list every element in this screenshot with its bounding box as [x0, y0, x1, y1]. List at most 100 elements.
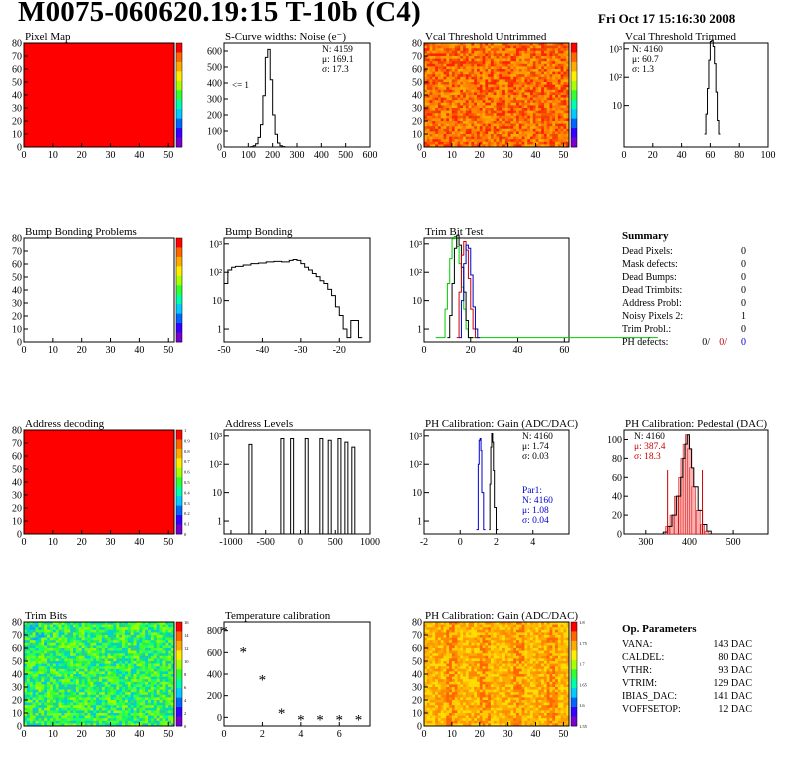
vcal-untrimmed-cell — [518, 113, 522, 117]
vcal-untrimmed-cell — [435, 123, 439, 127]
vcal-untrimmed-cell — [488, 110, 492, 114]
trim-bits-cell — [99, 697, 103, 701]
trim-bits-cell — [41, 720, 45, 724]
trim-bits-cell — [70, 723, 74, 727]
trim-bits-cell — [148, 715, 152, 719]
trim-bits-cell — [26, 720, 31, 724]
vcal-untrimmed-cell — [518, 118, 522, 122]
ph-gain-map-cell — [446, 655, 450, 659]
vcal-untrimmed-cell — [482, 123, 486, 127]
vcal-untrimmed-cell — [529, 134, 534, 137]
vcal-untrimmed-cell — [479, 115, 483, 119]
ph-gain-map-cell — [440, 650, 444, 654]
trim-bits-cell — [90, 663, 94, 667]
vcal-untrimmed-cell — [513, 108, 517, 111]
vcal-untrimmed-cell — [465, 108, 469, 111]
ph-gain-map-cell — [476, 658, 481, 662]
trim-bits-cell — [150, 687, 155, 690]
vcal-untrimmed-cell — [465, 71, 469, 75]
vcal-untrimmed-cell — [446, 53, 450, 57]
trim-bits-cell — [122, 702, 126, 706]
vcal-untrimmed-cell — [449, 84, 453, 88]
vcal-untrimmed-cell — [474, 126, 478, 130]
vcal-untrimmed-cell — [457, 74, 461, 78]
vcal-untrimmed-cell — [560, 45, 564, 49]
vcal-untrimmed-cell — [435, 102, 439, 106]
trim-bits-cell — [73, 679, 77, 683]
trim-bits-cell — [44, 666, 48, 670]
vcal-untrimmed-cell — [476, 102, 481, 106]
vcal-untrimmed-cell — [476, 131, 481, 135]
vcal-untrimmed-cell — [446, 141, 450, 145]
trim-bits-cell — [78, 700, 82, 703]
trim-bits-cell — [150, 645, 155, 649]
trim-bits-cell — [44, 705, 48, 709]
trim-bits-cell — [24, 658, 28, 662]
ph-gain-map-cell — [510, 642, 514, 646]
trim-bits-cell — [41, 700, 45, 703]
vcal-untrimmed-cell — [490, 121, 495, 124]
trim-bits-cell — [104, 648, 108, 651]
vcal-untrimmed-cell — [549, 43, 553, 46]
vcal-untrimmed-cell — [454, 87, 458, 91]
vcal-untrimmed-cell — [510, 92, 514, 96]
ph-gain-map-cell — [502, 655, 506, 659]
vcal-untrimmed-cell — [435, 105, 439, 109]
trim-bits-cell — [156, 674, 160, 677]
vcal-untrimmed-cell — [426, 105, 430, 109]
vcal-untrimmed-cell — [488, 76, 492, 80]
vcal-untrimmed-cell — [485, 105, 489, 109]
trim-bits-cell — [35, 718, 39, 722]
trim-bits-cell — [156, 666, 160, 670]
ph-gain-map-cell — [432, 661, 436, 664]
trim-bits-cell — [24, 627, 28, 631]
vcal-untrimmed-cell — [524, 108, 528, 111]
vcal-untrimmed-cell — [449, 141, 453, 145]
trim-bits-cell — [52, 687, 57, 690]
trim-bits-cell — [90, 627, 94, 631]
vcal-untrimmed-cell — [454, 71, 458, 75]
ph-gain-map-cell — [496, 650, 500, 654]
trim-bits-cell — [96, 674, 100, 677]
vcal-untrimmed-cell — [521, 136, 525, 140]
trim-bits-cell — [67, 650, 71, 654]
trim-bits-cell — [127, 648, 132, 651]
trim-bits-cell — [110, 663, 114, 667]
trim-bits-cell — [124, 679, 129, 683]
trim-bits-cell — [168, 692, 172, 696]
trim-bits-cell — [145, 700, 149, 703]
ph-gain-map-cell — [474, 632, 478, 636]
vcal-untrimmed-cell — [465, 74, 469, 78]
vcal-untrimmed-cell — [424, 48, 428, 52]
trim-bits-cell — [148, 676, 152, 680]
trim-bits-cell — [116, 668, 120, 672]
trim-bits-cell — [133, 674, 137, 677]
ph-gain-map-cell — [451, 648, 455, 651]
vcal-untrimmed-cell — [463, 102, 467, 106]
vcal-untrimmed-cell — [529, 126, 534, 130]
vcal-untrimmed-cell — [527, 97, 531, 101]
vcal-untrimmed-cell — [488, 102, 492, 106]
ph-gain-map-cell — [552, 629, 556, 633]
vcal-untrimmed-cell — [468, 121, 472, 124]
vcal-untrimmed-cell — [490, 45, 495, 49]
vcal-untrimmed-cell — [510, 126, 514, 130]
vcal-untrimmed-cell — [490, 69, 495, 72]
vcal-untrimmed-cell — [507, 123, 511, 127]
ph-gain-map-cell — [541, 637, 545, 641]
vcal-untrimmed-cell — [518, 56, 522, 59]
vcal-untrimmed-cell — [449, 58, 453, 62]
vcal-untrimmed-cell — [543, 87, 547, 91]
ph-gain-map-cell — [479, 650, 483, 654]
vcal-untrimmed-cell — [521, 79, 525, 83]
vcal-untrimmed-cell — [507, 108, 511, 111]
trim-bits-cell — [75, 715, 80, 719]
trim-bits-cell — [61, 661, 65, 664]
ph-gain-map-cell — [432, 637, 436, 641]
trim-bits-cell — [58, 661, 62, 664]
vcal-untrimmed-cell — [566, 134, 570, 137]
ph-gain-map-cell — [493, 640, 497, 644]
trim-bits-cell — [32, 692, 36, 696]
vcal-untrimmed-cell — [496, 141, 500, 145]
trim-bits-cell — [78, 687, 82, 690]
